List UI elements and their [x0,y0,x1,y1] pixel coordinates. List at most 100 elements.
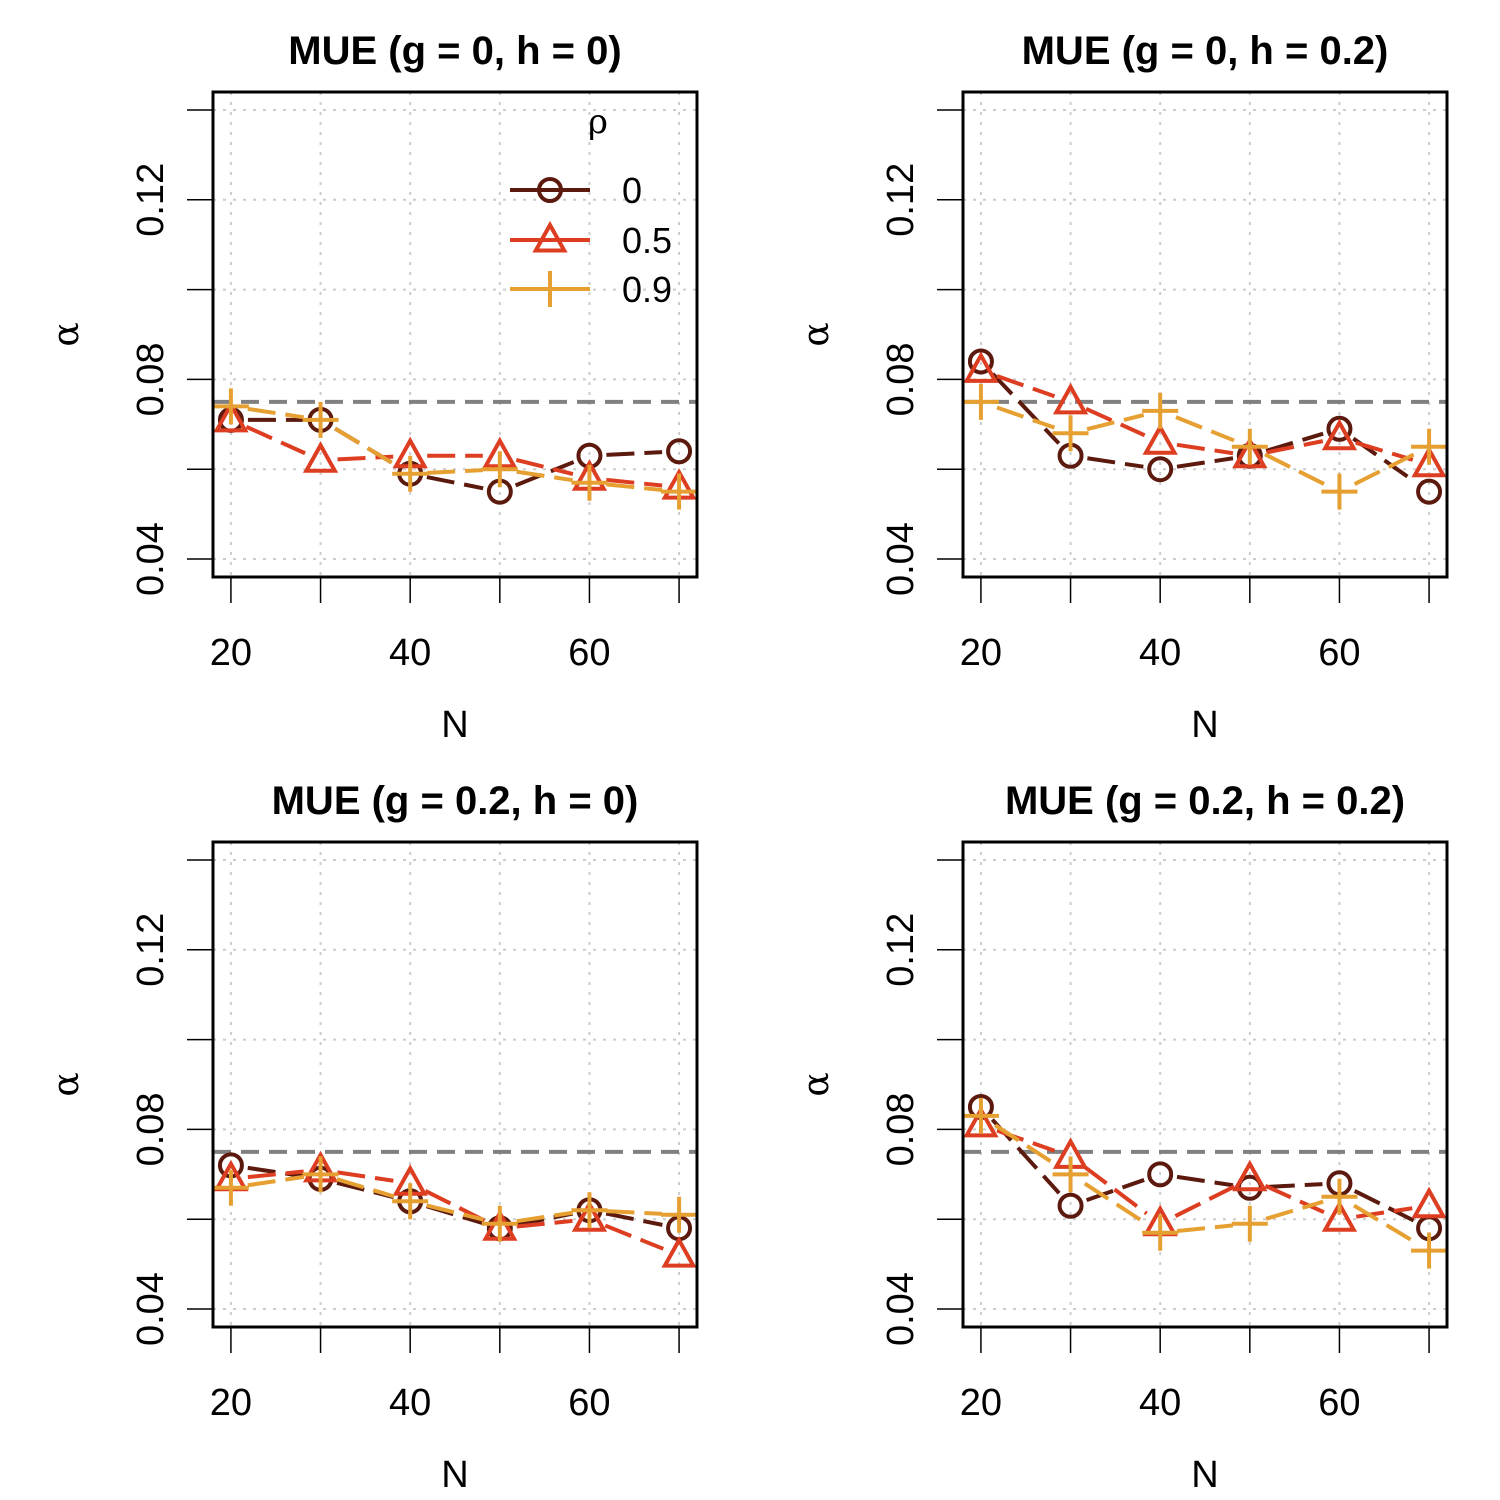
series-line-segment [427,468,483,475]
data-point [1321,418,1358,451]
series-line-segment [996,405,1056,430]
series-line-segment [516,1218,573,1229]
x-tick-label: 20 [210,1382,252,1424]
series-line-segment [1085,407,1146,438]
series-line-segment [1087,456,1144,469]
grid [963,92,1447,577]
series-line-segment [1176,1174,1234,1188]
data-point [1411,1232,1448,1269]
data-point [1231,1205,1268,1242]
y-tick-label: 0.04 [130,1272,172,1346]
series-line-segment [515,457,574,477]
x-tick-label: 40 [1139,1382,1181,1424]
y-tick-label: 0.12 [130,913,172,987]
ticks [937,109,1430,603]
x-axis-label: N [1191,704,1218,746]
data-point [212,1169,249,1206]
data-point [1232,436,1268,469]
y-tick-label: 0.08 [130,342,172,416]
y-axis-label: α [46,322,87,346]
x-tick-label: 60 [568,1382,610,1424]
x-tick-label: 20 [960,1382,1002,1424]
plot-border [211,90,699,579]
y-tick-label: 0.12 [130,163,172,237]
data-point [1411,445,1447,478]
series-line-segment [426,1203,484,1222]
series-line-segment [1355,440,1414,462]
series-line-segment [606,482,663,492]
series-line-segment [1266,1182,1323,1189]
series-line-segment [1264,1183,1325,1215]
x-tick-label: 60 [1318,1382,1360,1424]
series-line-segment [1085,1178,1145,1203]
y-axis-label: α [46,1072,87,1096]
data-point [963,351,999,383]
series-rho-0-5 [963,351,1447,478]
series-rho-0-9 [212,388,698,510]
series-line-segment [426,475,484,491]
data-point [571,464,608,501]
legend-title: ρ [588,102,608,142]
data-point [1231,428,1268,465]
series-line-segment [991,372,1061,445]
legend: ρ0 0.5 0.9 [510,102,672,310]
y-tick-label: 0.08 [880,342,922,416]
grid [213,92,697,577]
data-point [963,1105,999,1138]
data-point [962,1097,999,1134]
chart-panel-3: 20 40 60 0.04 0.08 0.12 Nα MUE (g = 0.2, h = 0) [46,779,699,1496]
series-line-segment [516,469,573,483]
data-point [1326,415,1353,442]
series-line-segment [1086,413,1145,432]
x-tick-label: 60 [1318,632,1360,674]
data-point [1416,478,1443,505]
y-tick-label: 0.08 [880,1092,922,1166]
data-point [1411,428,1448,465]
data-point [212,388,249,425]
legend-item-rho-0-5: 0.5 [510,220,672,261]
data-point [967,348,994,375]
series-line-segment [1265,1199,1324,1221]
series-line-segment [994,1123,1058,1167]
x-tick-label: 40 [389,1382,431,1424]
x-tick-label: 20 [960,632,1002,674]
series-line-segment [1176,1223,1234,1233]
series-line-segment [336,1177,395,1199]
data-point [1321,473,1358,510]
series-line-segment [514,460,575,488]
legend-marker [532,220,568,253]
series-rho-0-9 [962,383,1448,510]
data-point [1321,1178,1358,1215]
legend-marker [537,177,563,203]
legend-label: 0 [622,170,642,211]
grid [963,842,1447,1327]
data-point [213,400,249,433]
series-line-segment [1176,456,1234,469]
legend-item-rho-0-9: 0.9 [510,269,672,310]
ticks [187,859,680,1353]
series-line-segment [1352,1203,1416,1244]
data-point [1057,1192,1084,1219]
data-point [302,401,339,438]
plot-border [961,840,1449,1329]
data-point [661,473,698,510]
series-rho-0-5 [213,1150,697,1268]
x-axis-label: N [1191,1454,1218,1496]
data-point [1052,415,1089,452]
legend-item-rho-0: 0 [510,170,642,211]
data-point [571,1192,608,1229]
series-line-segment [337,1170,394,1183]
data-point [1142,423,1178,455]
legend-marker [532,271,568,307]
series-rho-0-9 [962,1097,1448,1269]
y-axis-label: α [796,1072,837,1096]
series-rho-0-9 [212,1156,698,1242]
chart-title: MUE (g = 0, h = 0) [288,29,621,73]
x-tick-label: 40 [1139,632,1181,674]
series-line-segment [1266,439,1324,455]
y-tick-label: 0.04 [880,522,922,596]
series-line-segment [247,1169,304,1180]
data-point [302,441,339,473]
chart-panel-2: 20 40 60 0.04 0.08 0.12 Nα MUE (g = 0, h = 0.2) [796,29,1449,746]
